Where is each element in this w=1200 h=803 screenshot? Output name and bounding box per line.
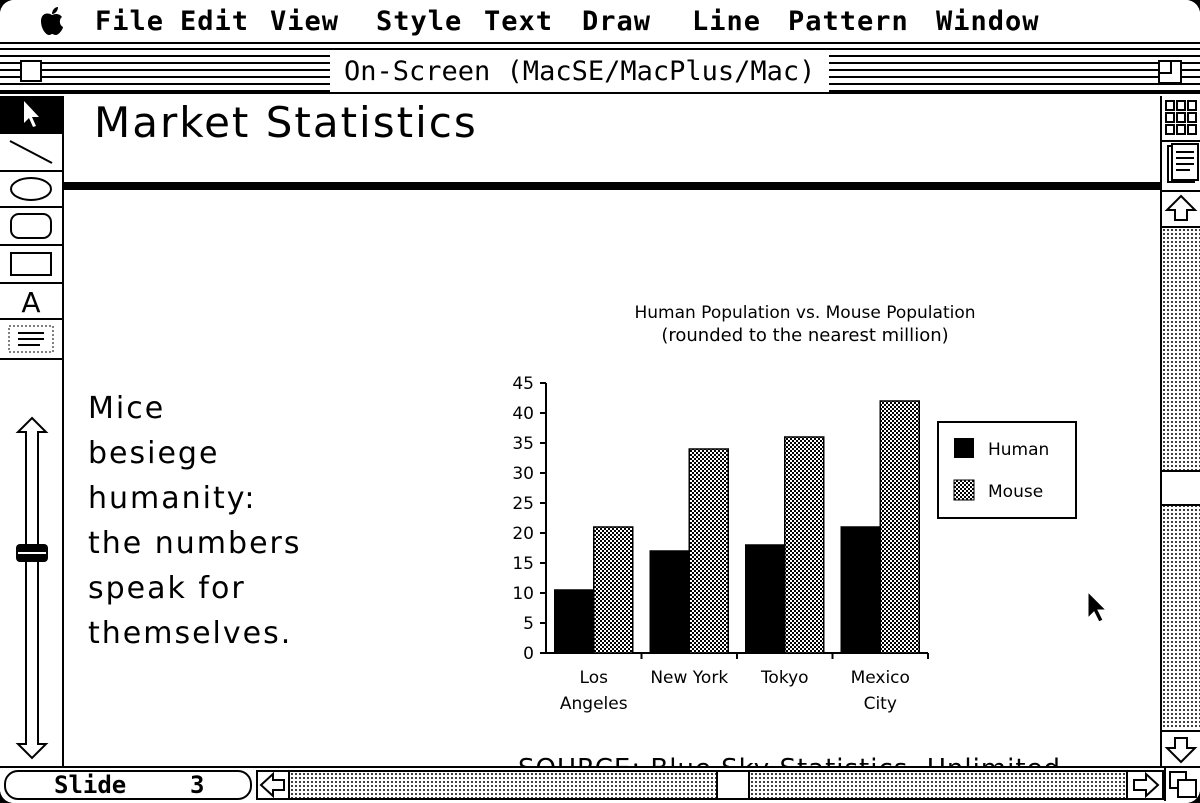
body-line: humanity: — [88, 481, 257, 516]
oval-icon — [10, 177, 52, 201]
chart-legend — [937, 421, 1077, 519]
rectangle-icon — [10, 252, 52, 276]
bar-mouse — [688, 448, 729, 654]
legend-label-human: Human — [988, 440, 1049, 460]
tool-rectangle[interactable] — [0, 246, 62, 284]
chart-subtitle: (rounded to the nearest million) — [661, 325, 948, 346]
tool-text[interactable]: A — [0, 284, 62, 320]
bar-mouse — [879, 400, 920, 654]
text-frame-icon — [8, 325, 54, 353]
legend-label-mouse: Mouse — [988, 482, 1043, 502]
legend-swatch-human — [954, 438, 974, 458]
bar-human — [745, 544, 786, 654]
scroll-up-arrow-icon[interactable] — [1162, 190, 1200, 228]
body-line: Mice — [88, 391, 166, 426]
body-line: speak for — [88, 571, 246, 606]
tool-rounded-rect[interactable] — [0, 208, 62, 246]
bar-human — [649, 550, 690, 654]
slide-number: 3 — [190, 771, 205, 799]
bar-mouse — [593, 526, 634, 654]
rounded-rect-icon — [10, 213, 52, 239]
x-tick-label: City — [864, 694, 897, 714]
status-bar: Slide 3 — [0, 766, 1200, 803]
tool-oval[interactable] — [0, 172, 62, 208]
menu-style[interactable]: Style — [376, 6, 463, 37]
slide-title[interactable]: Market Statistics — [94, 98, 478, 147]
y-tick-label: 5 — [523, 614, 534, 634]
grid-view-icon[interactable] — [1162, 96, 1200, 142]
scroll-left-arrow-icon[interactable] — [258, 772, 290, 798]
horizontal-scroll-thumb[interactable] — [716, 772, 750, 798]
menu-line[interactable]: Line — [692, 6, 762, 37]
title-divider — [64, 182, 1160, 190]
page-view-icon[interactable] — [1162, 142, 1200, 188]
menu-file[interactable]: File — [95, 6, 165, 37]
window-title: On-Screen (MacSE/MacPlus/Mac) — [330, 52, 830, 92]
y-tick-label: 35 — [512, 434, 534, 454]
y-tick-label: 20 — [512, 524, 534, 544]
text-icon: A — [21, 286, 40, 316]
menu-pattern[interactable]: Pattern — [788, 6, 909, 37]
menu-edit[interactable]: Edit — [180, 6, 250, 37]
y-tick-label: 10 — [512, 584, 534, 604]
tool-arrow[interactable] — [0, 96, 62, 134]
tool-line[interactable] — [0, 134, 62, 172]
slide-canvas[interactable]: Market Statistics Mice besiege humanity:… — [64, 96, 1160, 766]
tool-text-frame[interactable] — [0, 320, 62, 360]
vertical-scrollbar[interactable] — [1160, 96, 1200, 766]
menu-bar: File Edit View Style Text Draw Line Patt… — [0, 0, 1200, 44]
slide-label: Slide — [54, 771, 127, 799]
close-box-button[interactable] — [20, 60, 42, 82]
apple-menu-icon[interactable] — [38, 6, 66, 36]
svg-text:A: A — [21, 286, 40, 316]
bar-mouse — [784, 436, 825, 654]
x-tick-label: Angeles — [560, 694, 628, 714]
chart-title: Human Population vs. Mouse Population — [634, 303, 975, 323]
line-icon — [9, 140, 53, 164]
bar-human — [840, 526, 881, 654]
bar-human — [554, 589, 595, 654]
menu-text[interactable]: Text — [484, 6, 554, 37]
y-tick-label: 0 — [523, 644, 534, 664]
y-tick-label: 25 — [512, 494, 534, 514]
body-line: the numbers — [88, 526, 302, 561]
menu-window[interactable]: Window — [936, 6, 1040, 37]
scroll-right-arrow-icon[interactable] — [1126, 772, 1162, 798]
horizontal-scrollbar[interactable] — [256, 770, 1164, 800]
horizontal-scroll-track[interactable] — [290, 772, 1126, 798]
arrow-icon — [24, 101, 39, 127]
x-tick-label: Mexico — [851, 668, 910, 688]
x-tick-label: New York — [650, 668, 728, 688]
scroll-down-arrow-icon[interactable] — [1162, 730, 1200, 766]
menu-view[interactable]: View — [270, 6, 340, 37]
window-title-bar[interactable]: On-Screen (MacSE/MacPlus/Mac) — [0, 50, 1200, 94]
document-window: On-Screen (MacSE/MacPlus/Mac) — [0, 48, 1200, 803]
zoom-slider[interactable] — [14, 416, 50, 760]
zoom-box-button[interactable] — [1158, 60, 1182, 84]
tool-palette: A — [0, 96, 64, 766]
slide-indicator[interactable]: Slide 3 — [4, 770, 252, 800]
x-tick-label: Los — [580, 668, 609, 688]
slide-body-text[interactable]: Mice besiege humanity: the numbers speak… — [88, 386, 301, 656]
menu-draw[interactable]: Draw — [582, 6, 652, 37]
body-line: besiege — [88, 436, 220, 471]
x-tick-label: Tokyo — [760, 668, 809, 688]
resize-box-icon[interactable] — [1164, 768, 1200, 801]
slide-source-note[interactable]: SOURCE: Blue Sky Statistics, Unlimited — [518, 752, 1061, 766]
body-line: themselves. — [88, 616, 293, 651]
y-tick-label: 15 — [512, 554, 534, 574]
y-tick-label: 45 — [512, 374, 534, 394]
vertical-scroll-thumb[interactable] — [1162, 470, 1200, 506]
mouse-pointer-icon — [1087, 590, 1108, 623]
y-tick-label: 40 — [512, 404, 534, 424]
y-tick-label: 30 — [512, 464, 534, 484]
bar-chart[interactable]: Human Population vs. Mouse Population (r… — [64, 96, 1160, 766]
legend-swatch-mouse — [953, 479, 975, 501]
